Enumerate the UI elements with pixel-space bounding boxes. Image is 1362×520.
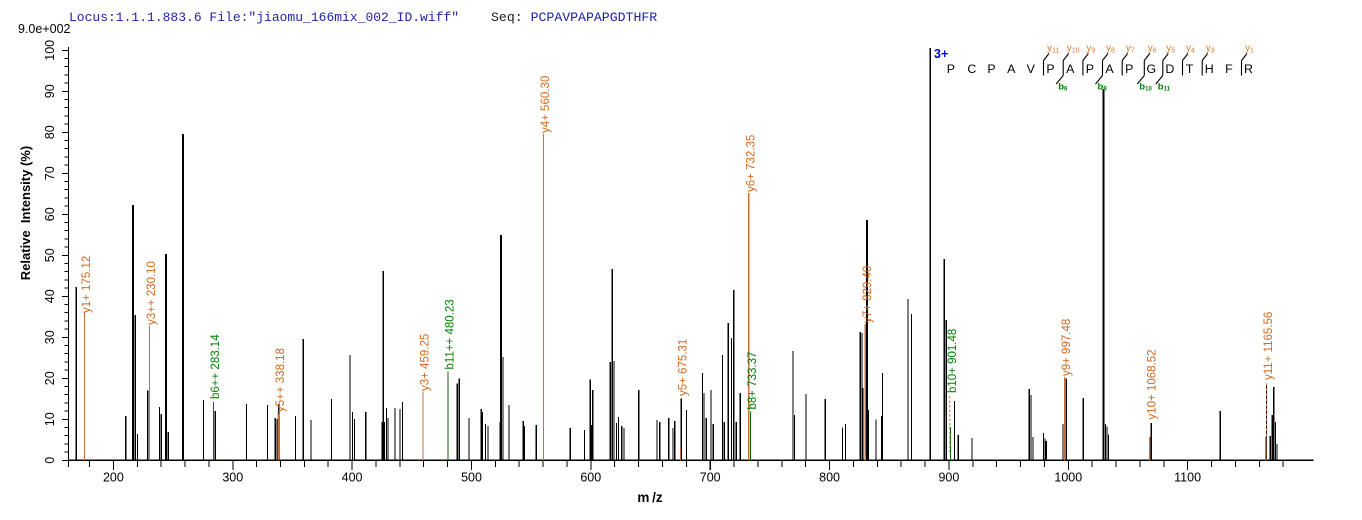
svg-text:F: F — [1225, 62, 1233, 76]
svg-text:40: 40 — [43, 289, 57, 303]
svg-text:y10: y10 — [1067, 43, 1080, 55]
svg-text:y8: y8 — [1106, 43, 1115, 55]
svg-text:b8+ 733.37: b8+ 733.37 — [747, 352, 759, 410]
svg-text:y4: y4 — [1186, 43, 1195, 55]
svg-text:C: C — [967, 62, 976, 76]
svg-text:800: 800 — [819, 471, 840, 485]
svg-text:3+: 3+ — [934, 47, 948, 61]
svg-text:P: P — [1046, 62, 1054, 76]
svg-text:P: P — [987, 62, 995, 76]
svg-text:90: 90 — [43, 84, 57, 98]
svg-text:A: A — [1105, 62, 1114, 76]
svg-text:y9: y9 — [1086, 43, 1095, 55]
svg-text:600: 600 — [580, 471, 601, 485]
svg-text:100: 100 — [43, 40, 57, 61]
svg-text:b11++ 480.23: b11++ 480.23 — [445, 299, 457, 369]
svg-text:y1: y1 — [1245, 43, 1254, 55]
svg-text:300: 300 — [222, 471, 243, 485]
svg-text:20: 20 — [43, 371, 57, 385]
svg-text:A: A — [1066, 62, 1075, 76]
svg-text:y4+ 560.30: y4+ 560.30 — [540, 76, 552, 133]
svg-text:70: 70 — [43, 166, 57, 180]
svg-text:60: 60 — [43, 207, 57, 221]
svg-text:Relative Intensity (%): Relative Intensity (%) — [18, 146, 33, 280]
svg-text:Seq: PCPAVPAPAPGDTHFR: Seq: PCPAVPAPAPGDTHFR — [491, 10, 657, 25]
svg-text:y3++ 230.10: y3++ 230.10 — [146, 261, 158, 325]
svg-text:y11+ 1165.56: y11+ 1165.56 — [1263, 312, 1275, 380]
svg-text:y1+ 175.12: y1+ 175.12 — [81, 256, 93, 313]
svg-text:b6++ 283.14: b6++ 283.14 — [210, 334, 222, 399]
svg-text:y5++ 338.18: y5++ 338.18 — [275, 348, 287, 412]
svg-text:200: 200 — [103, 471, 124, 485]
svg-text:T: T — [1186, 62, 1194, 76]
svg-text:y10+ 1068.52: y10+ 1068.52 — [1147, 349, 1159, 419]
svg-text:y7+ 829.40: y7+ 829.40 — [862, 266, 874, 323]
svg-text:700: 700 — [700, 471, 721, 485]
svg-text:y11: y11 — [1047, 43, 1059, 55]
svg-text:y5: y5 — [1166, 43, 1175, 55]
svg-text:1100: 1100 — [1174, 471, 1201, 485]
svg-text:V: V — [1027, 62, 1036, 76]
svg-text:0: 0 — [43, 457, 57, 464]
svg-text:b6: b6 — [1058, 82, 1068, 93]
svg-text:y6+ 732.35: y6+ 732.35 — [745, 135, 757, 192]
svg-text:H: H — [1205, 62, 1214, 76]
svg-text:500: 500 — [461, 471, 482, 485]
svg-text:A: A — [1007, 62, 1016, 76]
svg-text:D: D — [1165, 62, 1174, 76]
svg-text:b10: b10 — [1139, 82, 1152, 93]
svg-text:30: 30 — [43, 330, 57, 344]
svg-text:b10+ 901.48: b10+ 901.48 — [947, 329, 959, 393]
svg-text:80: 80 — [43, 125, 57, 139]
svg-text:b11: b11 — [1158, 82, 1171, 93]
svg-text:10: 10 — [43, 412, 57, 426]
svg-text:P: P — [947, 62, 955, 76]
svg-text:y6: y6 — [1148, 43, 1157, 55]
svg-text:y7: y7 — [1126, 43, 1135, 55]
svg-text:y5+ 675.31: y5+ 675.31 — [677, 339, 689, 396]
svg-text:y9+ 997.48: y9+ 997.48 — [1061, 319, 1073, 376]
svg-text:y3+ 459.25: y3+ 459.25 — [420, 334, 432, 391]
svg-text:50: 50 — [43, 248, 57, 262]
svg-text:Locus:1.1.1.883.6 File:"jiaomu: Locus:1.1.1.883.6 File:"jiaomu_166mix_00… — [69, 10, 459, 25]
svg-text:900: 900 — [938, 471, 959, 485]
svg-text:1000: 1000 — [1054, 471, 1082, 485]
svg-text:R: R — [1244, 62, 1253, 76]
svg-text:m /z: m /z — [637, 490, 662, 505]
svg-text:P: P — [1086, 62, 1094, 76]
svg-text:9.0e+002: 9.0e+002 — [18, 22, 71, 36]
svg-text:b8: b8 — [1098, 82, 1108, 93]
svg-text:G: G — [1146, 62, 1156, 76]
svg-text:P: P — [1125, 62, 1133, 76]
svg-text:400: 400 — [342, 471, 363, 485]
svg-text:y3: y3 — [1206, 43, 1215, 55]
